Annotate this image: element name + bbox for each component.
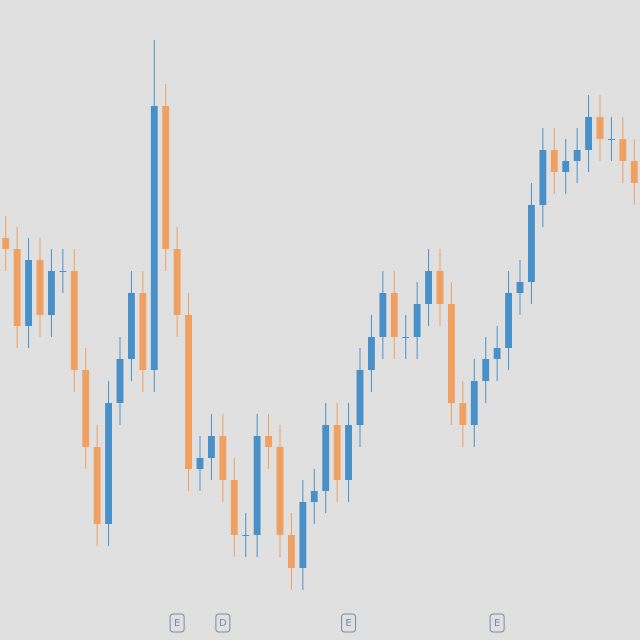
candle-body [276, 447, 284, 535]
candle-body [150, 106, 158, 370]
candle-body [82, 370, 90, 447]
candle-body [59, 271, 67, 272]
event-marker [341, 613, 357, 633]
candle-body [230, 480, 238, 535]
candle-body [162, 106, 170, 249]
candle-body [482, 359, 490, 381]
event-marker [169, 613, 185, 633]
candle-body [70, 271, 78, 370]
event-label: D [219, 618, 227, 629]
candle-body [242, 535, 250, 536]
candle-body [333, 425, 341, 480]
candle-body [402, 337, 410, 338]
candle-body [413, 304, 421, 337]
event-marker [489, 613, 505, 633]
candle-body [116, 359, 124, 403]
candle-body [93, 447, 101, 524]
candle-body [505, 293, 512, 348]
candle-body [48, 271, 55, 315]
candle-body [630, 161, 638, 183]
candle-body [573, 150, 581, 161]
candle-body [550, 150, 558, 172]
candle-body [173, 249, 181, 315]
candle-body [356, 370, 364, 425]
candle-body [390, 293, 398, 337]
candle-body [448, 304, 455, 403]
candle-body [585, 117, 592, 150]
candle-body [345, 425, 352, 480]
candle-body [322, 425, 330, 491]
candle-body [619, 139, 627, 161]
candle-body [36, 260, 44, 315]
candle-body [105, 403, 112, 524]
candle-body [539, 150, 547, 205]
event-label: E [174, 618, 180, 629]
candle-body [608, 139, 615, 140]
candle-body [368, 337, 375, 370]
candle-body [562, 161, 570, 172]
candle-body [219, 436, 227, 480]
event-marker [215, 613, 231, 633]
candle-body [299, 502, 307, 568]
candle-body [425, 271, 432, 304]
candle-body [470, 381, 478, 425]
candle-body [288, 535, 295, 568]
candle-body [436, 271, 444, 304]
candle-body [596, 117, 604, 139]
candle-body [528, 205, 535, 282]
candle-body [516, 282, 524, 293]
candle-body [185, 315, 192, 469]
candle-body [253, 436, 261, 535]
candle-body [25, 260, 32, 326]
candle-body [196, 458, 204, 469]
candle-body [13, 249, 21, 326]
candle-body [310, 491, 318, 502]
candle-body [459, 403, 467, 425]
candle-body [208, 436, 215, 458]
candle-body [379, 293, 387, 337]
candle-body [493, 348, 501, 359]
candle-body [128, 293, 135, 359]
event-label: E [345, 618, 351, 629]
candle-body [139, 293, 147, 370]
candle-body [265, 436, 272, 447]
event-label: E [494, 618, 500, 629]
candle-body [2, 238, 10, 249]
